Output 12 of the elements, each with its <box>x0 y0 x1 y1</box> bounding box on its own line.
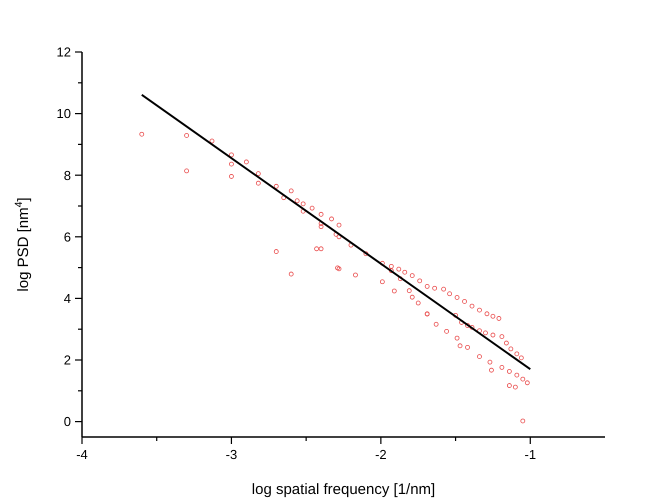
y-tick-label: 6 <box>64 229 71 244</box>
y-tick-label: 0 <box>64 414 71 430</box>
y-tick-label: 8 <box>64 168 71 183</box>
x-tick-label: -3 <box>226 447 238 462</box>
x-tick-label: -4 <box>76 447 88 462</box>
x-tick-label: -1 <box>524 447 536 462</box>
x-tick-label: -2 <box>375 447 387 462</box>
y-tick-label: 12 <box>56 44 71 60</box>
x-axis-title: log spatial frequency [1/nm] <box>252 481 436 498</box>
y-tick-label: 4 <box>64 290 71 306</box>
y-tick-label: 10 <box>56 106 71 122</box>
y-tick-label: 2 <box>64 352 71 368</box>
